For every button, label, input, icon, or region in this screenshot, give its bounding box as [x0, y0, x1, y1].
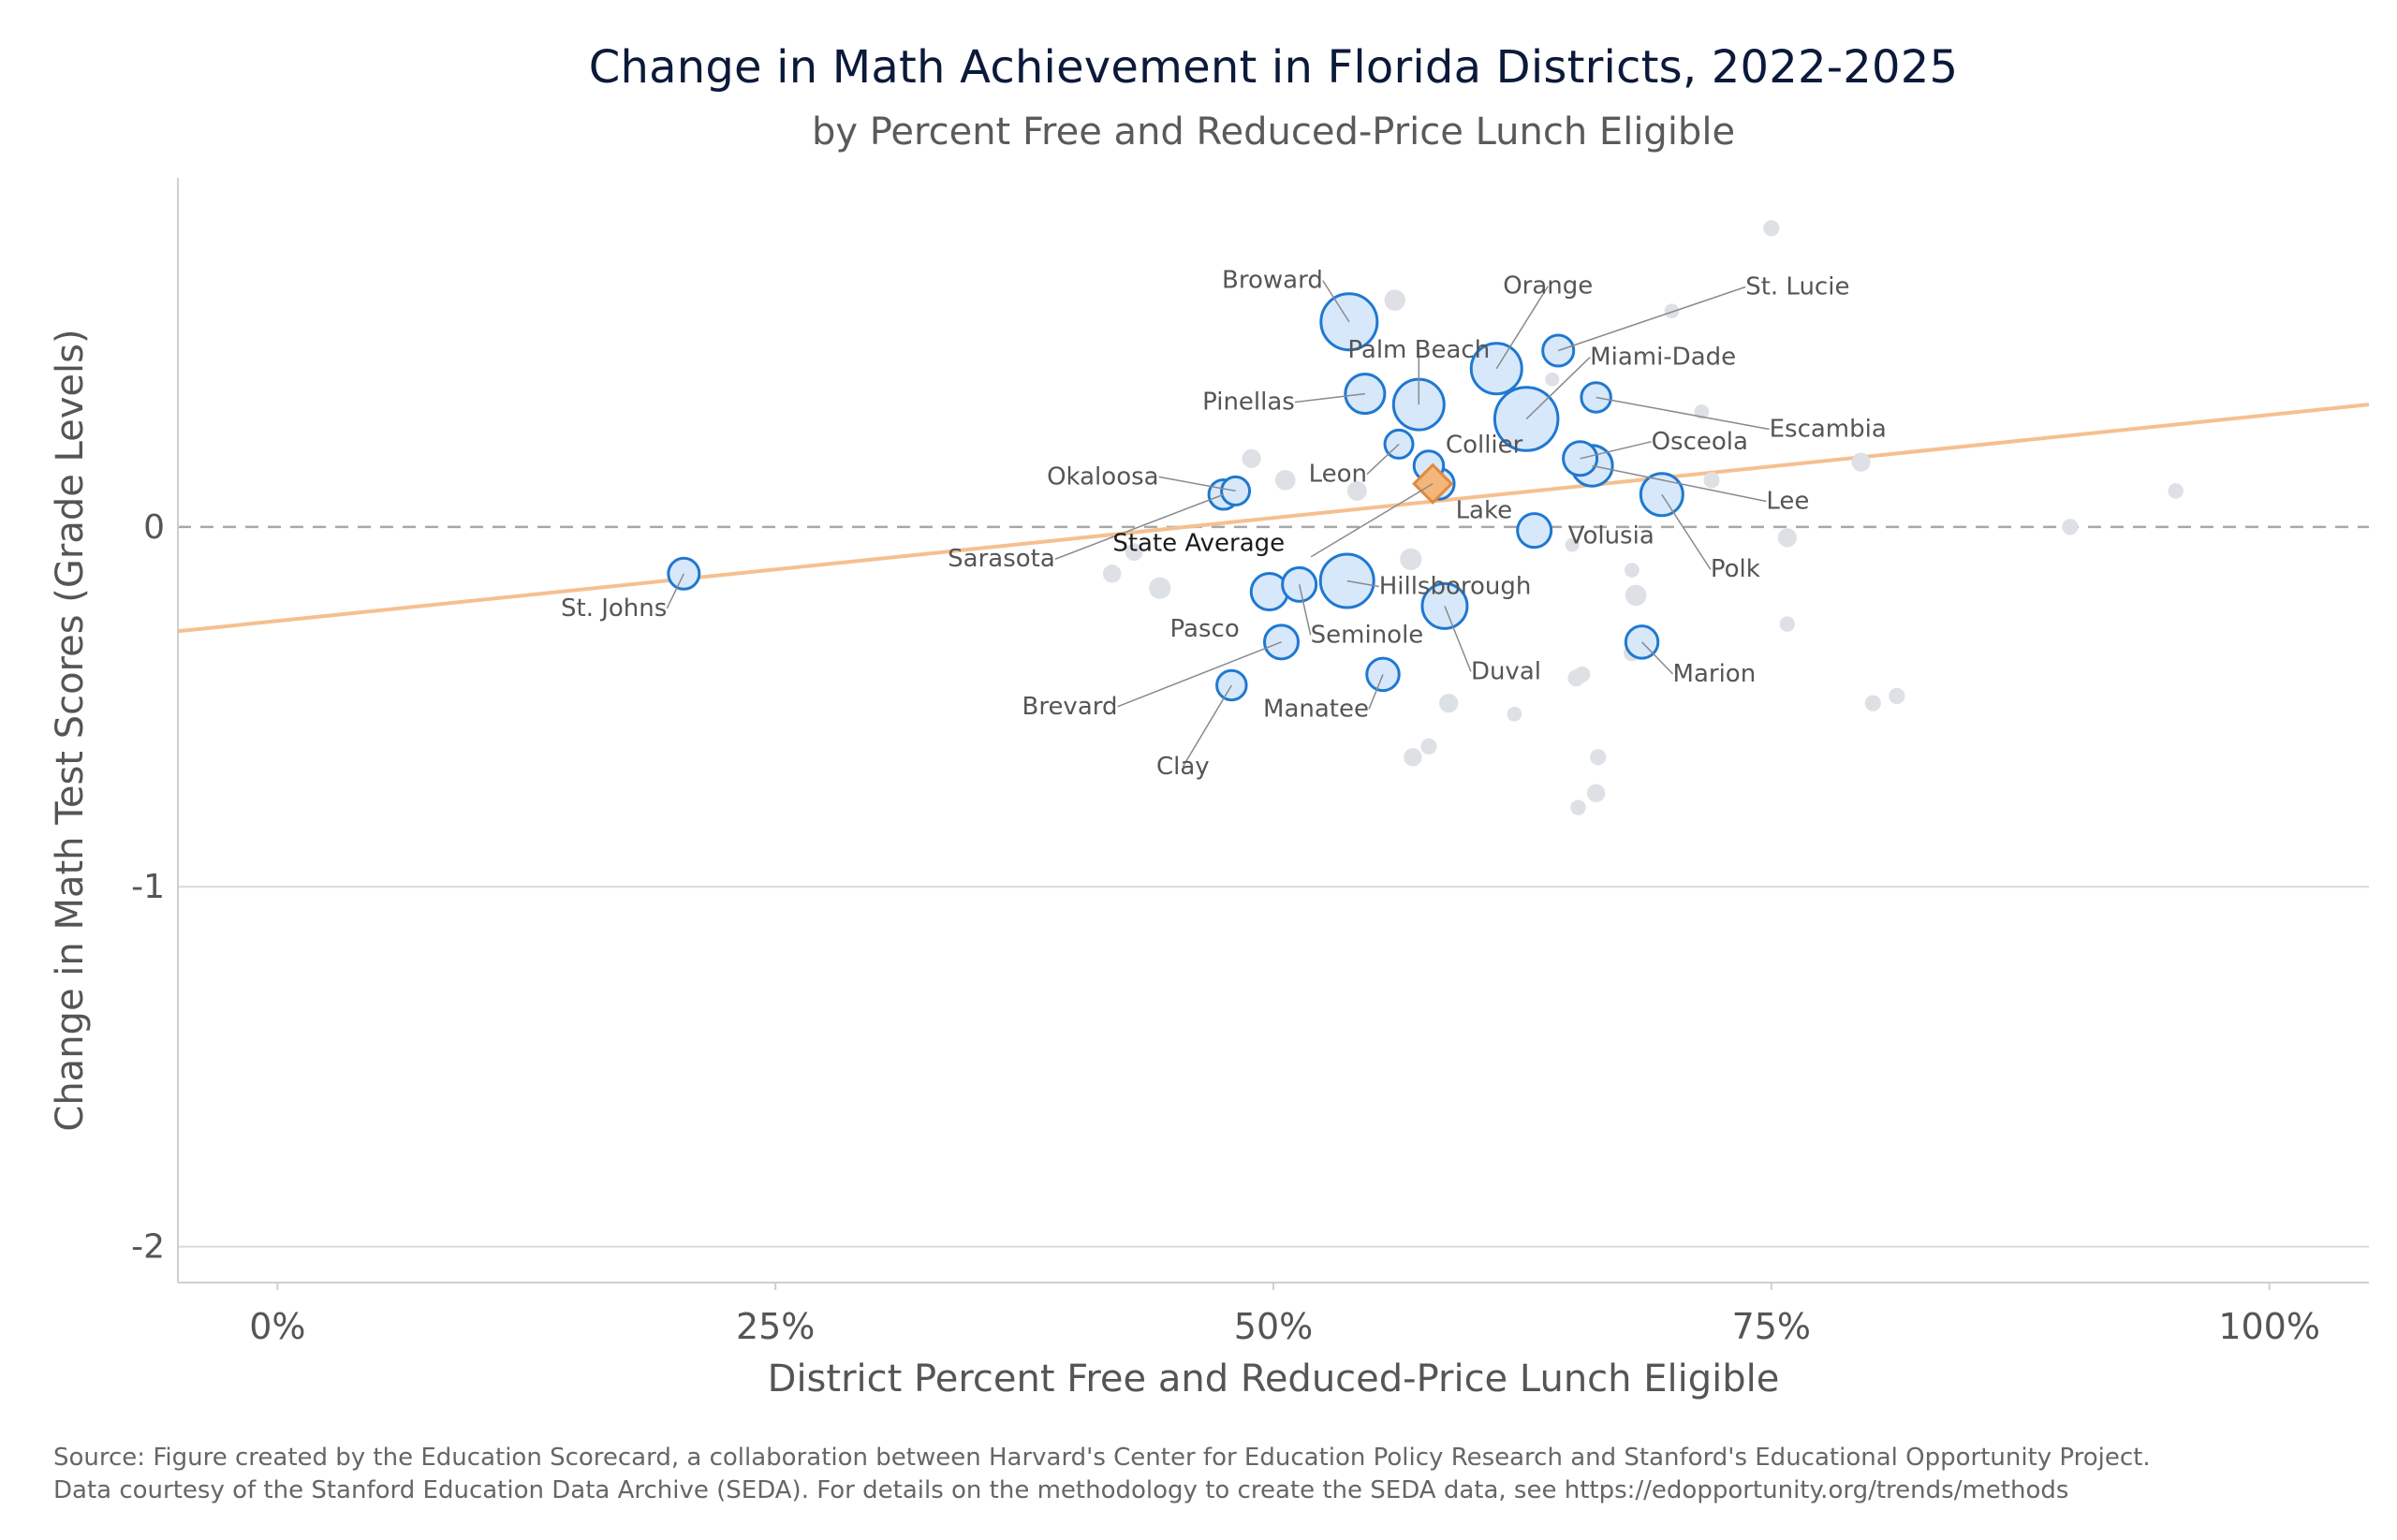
label-leader-duval — [1444, 606, 1472, 672]
label-leader-lee — [1592, 464, 1767, 503]
label-pinellas: Pinellas — [1202, 389, 1295, 417]
district-point — [1779, 616, 1796, 632]
district-point — [1763, 220, 1780, 237]
label-okaloosa: Okaloosa — [1047, 462, 1159, 491]
district-point — [1565, 537, 1580, 552]
label-leader-escambia — [1596, 396, 1770, 431]
district-point — [1439, 694, 1459, 713]
district-point — [1864, 695, 1881, 711]
district-point — [1851, 452, 1871, 472]
district-point — [1586, 784, 1606, 803]
label-hillsborough: Hillsborough — [1379, 572, 1532, 600]
x-tick-label: 0% — [249, 1306, 305, 1347]
district-point — [1384, 289, 1406, 311]
label-clay: Clay — [1156, 753, 1210, 781]
label-miami-dade: Miami-Dade — [1590, 344, 1736, 372]
x-tick-label: 25% — [736, 1306, 815, 1347]
label-st-johns: St. Johns — [561, 594, 667, 623]
label-osceola: Osceola — [1652, 428, 1748, 456]
label-palm-beach: Palm Beach — [1347, 336, 1490, 364]
chart-title: Change in Math Achievement in Florida Di… — [588, 41, 1959, 94]
district-point — [1590, 749, 1607, 766]
x-tick-label: 75% — [1732, 1306, 1811, 1347]
label-leader-manatee — [1368, 674, 1384, 710]
district-point — [1703, 472, 1720, 489]
label-leader-seminole — [1298, 584, 1312, 636]
district-point — [1125, 543, 1143, 562]
label-lee: Lee — [1766, 487, 1809, 515]
label-brevard: Brevard — [1022, 693, 1117, 721]
label-leader-state-average — [1310, 483, 1434, 558]
label-state-average: State Average — [1112, 530, 1285, 558]
label-duval: Duval — [1471, 657, 1541, 685]
label-leader-orange — [1495, 286, 1549, 370]
label-leader-pinellas — [1294, 392, 1365, 403]
label-leader-broward — [1322, 280, 1350, 323]
chart-subtitle: by Percent Free and Reduced-Price Lunch … — [811, 110, 1736, 154]
label-broward: Broward — [1222, 267, 1323, 295]
label-pasco: Pasco — [1170, 615, 1240, 643]
label-collier: Collier — [1446, 431, 1523, 459]
source-line-1: Source: Figure created by the Education … — [53, 1444, 2151, 1472]
label-leon: Leon — [1309, 460, 1367, 488]
label-leader-hillsborough — [1346, 579, 1379, 588]
district-point — [1507, 706, 1522, 722]
label-orange: Orange — [1503, 272, 1593, 301]
district-point — [1149, 577, 1171, 599]
label-marion: Marion — [1673, 660, 1757, 688]
label-escambia: Escambia — [1770, 415, 1887, 443]
label-polk: Polk — [1711, 555, 1760, 583]
district-point — [2168, 483, 2184, 499]
label-leader-miami-dade — [1525, 356, 1591, 420]
district-point — [1346, 480, 1367, 501]
label-seminole: Seminole — [1311, 621, 1424, 649]
y-tick-label: -1 — [131, 868, 165, 906]
label-manatee: Manatee — [1263, 695, 1369, 723]
district-point — [1102, 565, 1122, 583]
y-axis-title: Change in Math Test Scores (Grade Levels… — [49, 329, 92, 1131]
district-point — [1404, 748, 1422, 767]
x-axis-title: District Percent Free and Reduced-Price … — [768, 1357, 1780, 1401]
label-leader-st-lucie — [1557, 286, 1746, 352]
source-line-2: Data courtesy of the Stanford Education … — [53, 1476, 2069, 1504]
label-leader-leon — [1366, 443, 1400, 475]
district-point — [2062, 519, 2079, 535]
y-tick-label: 0 — [143, 508, 165, 547]
label-leader-polk — [1661, 493, 1712, 570]
label-leader-st-johns — [666, 573, 685, 609]
district-point — [1400, 548, 1422, 571]
district-point — [1889, 687, 1905, 705]
district-point — [1625, 584, 1647, 607]
label-leader-clay — [1182, 684, 1232, 768]
district-point — [1625, 563, 1640, 578]
district-point — [1545, 372, 1560, 387]
label-volusia: Volusia — [1568, 522, 1654, 550]
trend-line — [177, 403, 2370, 634]
district-point — [1777, 528, 1797, 548]
label-st-lucie: St. Lucie — [1745, 272, 1849, 301]
district-point-volusia — [1516, 512, 1553, 550]
label-leader-marion — [1641, 641, 1674, 675]
label-sarasota: Sarasota — [948, 545, 1055, 573]
source-note: Source: Figure created by the Education … — [53, 1442, 2151, 1507]
x-tick-label: 100% — [2218, 1306, 2320, 1347]
district-point — [1420, 738, 1437, 755]
label-leader-sarasota — [1054, 493, 1225, 560]
district-point — [1567, 669, 1585, 687]
label-leader-brevard — [1117, 641, 1282, 708]
x-tick-label: 50% — [1234, 1306, 1313, 1347]
district-point — [1570, 799, 1586, 815]
district-point — [1274, 469, 1296, 491]
scatter-chart: 0 -1 -2 0% 25% 50% 75% 100% District Percent Fre… — [49, 178, 2370, 1401]
label-leader-okaloosa — [1158, 476, 1236, 492]
label-leader-osceola — [1580, 441, 1652, 460]
label-lake: Lake — [1456, 497, 1513, 525]
y-tick-label: -2 — [131, 1228, 165, 1267]
district-point — [1242, 448, 1261, 468]
district-point — [1664, 303, 1680, 319]
